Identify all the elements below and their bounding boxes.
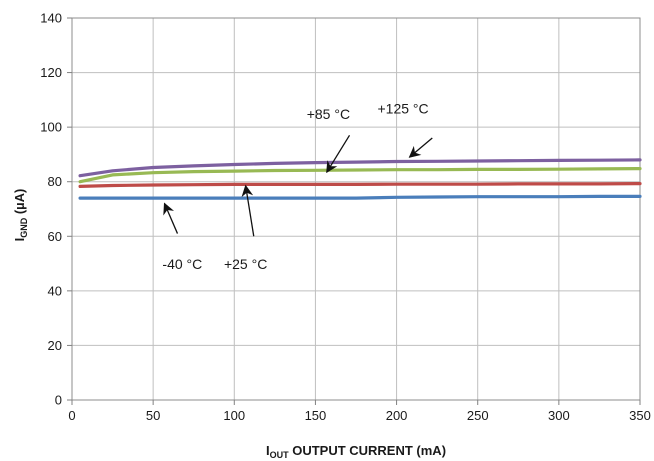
x-tick-label: 50 [146,408,160,423]
x-tick-label: 100 [223,408,245,423]
x-tick-label: 300 [548,408,570,423]
data-series [78,158,642,200]
y-axis-label: IGND (µA) [12,189,29,242]
y-tick-label: 20 [48,338,62,353]
chart-grid [71,17,641,401]
y-tick-label: 0 [55,393,62,408]
annotation-arrow-plus25c [241,184,255,237]
axis-ticks: 0 50 100 150 200 250 300 350 0 20 40 60 80 100 120 140 [40,11,651,424]
x-axis-label: IOUT OUTPUT CURRENT (mA) [266,443,446,460]
y-tick-label: 40 [48,283,62,298]
series-line-plus25c [78,182,642,188]
annotation-arrow-plus85c [326,134,351,174]
y-tick-label: 80 [48,174,62,189]
y-tick-label: 60 [48,229,62,244]
y-tick-label: 100 [40,120,62,135]
x-tick-label: 250 [467,408,489,423]
annotation-label-minus40c: -40 °C [162,256,202,272]
series-annotations: -40 °C +25 °C +85 °C +125 °C [162,101,433,272]
plot-border [71,17,641,401]
series-line-plus125c [78,158,642,178]
annotation-label-plus125c: +125 °C [377,101,428,117]
x-tick-label: 0 [68,408,75,423]
series-line-plus85c [78,167,642,184]
annotation-arrow-minus40c [163,202,179,234]
series-line-minus40c [78,194,642,200]
y-tick-label: 120 [40,65,62,80]
y-tick-label: 140 [40,11,62,26]
x-tick-label: 350 [629,408,651,423]
annotation-label-plus85c: +85 °C [307,106,350,122]
plot-area [71,17,641,401]
annotation-label-plus25c: +25 °C [224,256,267,272]
x-tick-label: 200 [386,408,408,423]
x-tick-label: 150 [305,408,327,423]
annotation-arrow-plus125c [408,137,433,158]
